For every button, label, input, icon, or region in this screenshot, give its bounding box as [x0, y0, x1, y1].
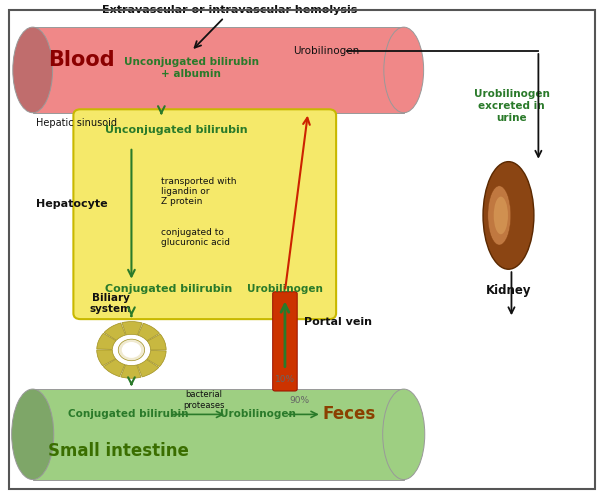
FancyBboxPatch shape — [272, 292, 297, 391]
Text: transported with
ligandin or
Z protein: transported with ligandin or Z protein — [161, 176, 237, 206]
Text: 10%: 10% — [275, 375, 295, 384]
Wedge shape — [147, 350, 166, 367]
Ellipse shape — [493, 197, 508, 234]
Wedge shape — [137, 359, 159, 377]
Text: Conjugated bilirubin: Conjugated bilirubin — [104, 284, 232, 294]
Text: Hepatic sinusoid: Hepatic sinusoid — [36, 118, 117, 128]
Text: Feces: Feces — [323, 406, 376, 423]
Text: bacterial
proteases: bacterial proteases — [183, 390, 225, 410]
Text: Conjugated bilirubin: Conjugated bilirubin — [68, 410, 188, 419]
Ellipse shape — [488, 186, 511, 245]
FancyBboxPatch shape — [33, 27, 403, 113]
Wedge shape — [147, 334, 166, 350]
Ellipse shape — [384, 27, 423, 113]
Text: Blood: Blood — [48, 50, 114, 70]
Wedge shape — [97, 333, 116, 349]
Wedge shape — [103, 359, 125, 377]
Text: Extravascular or intravascular hemolysis: Extravascular or intravascular hemolysis — [103, 5, 358, 15]
Text: Small intestine: Small intestine — [48, 442, 188, 460]
FancyBboxPatch shape — [33, 389, 403, 480]
Wedge shape — [121, 365, 141, 378]
Ellipse shape — [13, 27, 53, 113]
Text: Urobilinogen: Urobilinogen — [293, 46, 359, 56]
Wedge shape — [104, 323, 126, 340]
Circle shape — [122, 342, 141, 358]
Text: Unconjugated bilirubin: Unconjugated bilirubin — [104, 125, 247, 135]
Ellipse shape — [483, 162, 534, 269]
Text: Urobilinogen: Urobilinogen — [247, 284, 323, 294]
Ellipse shape — [11, 389, 54, 480]
Text: Unconjugated bilirubin
+ albumin: Unconjugated bilirubin + albumin — [124, 58, 259, 79]
Text: 90%: 90% — [289, 396, 309, 406]
Circle shape — [118, 339, 144, 361]
Wedge shape — [138, 323, 159, 341]
Ellipse shape — [383, 389, 425, 480]
Text: Biliary
system: Biliary system — [89, 293, 132, 314]
Text: Urobilinogen: Urobilinogen — [220, 410, 296, 419]
Wedge shape — [97, 350, 115, 366]
Text: Hepatocyte: Hepatocyte — [36, 199, 108, 209]
FancyBboxPatch shape — [74, 109, 336, 319]
Wedge shape — [122, 322, 142, 335]
Text: Kidney: Kidney — [486, 284, 531, 297]
Text: Urobilinogen
excreted in
urine: Urobilinogen excreted in urine — [474, 89, 550, 122]
Text: conjugated to
glucuronic acid: conjugated to glucuronic acid — [161, 228, 230, 248]
Text: Portal vein: Portal vein — [304, 317, 372, 327]
